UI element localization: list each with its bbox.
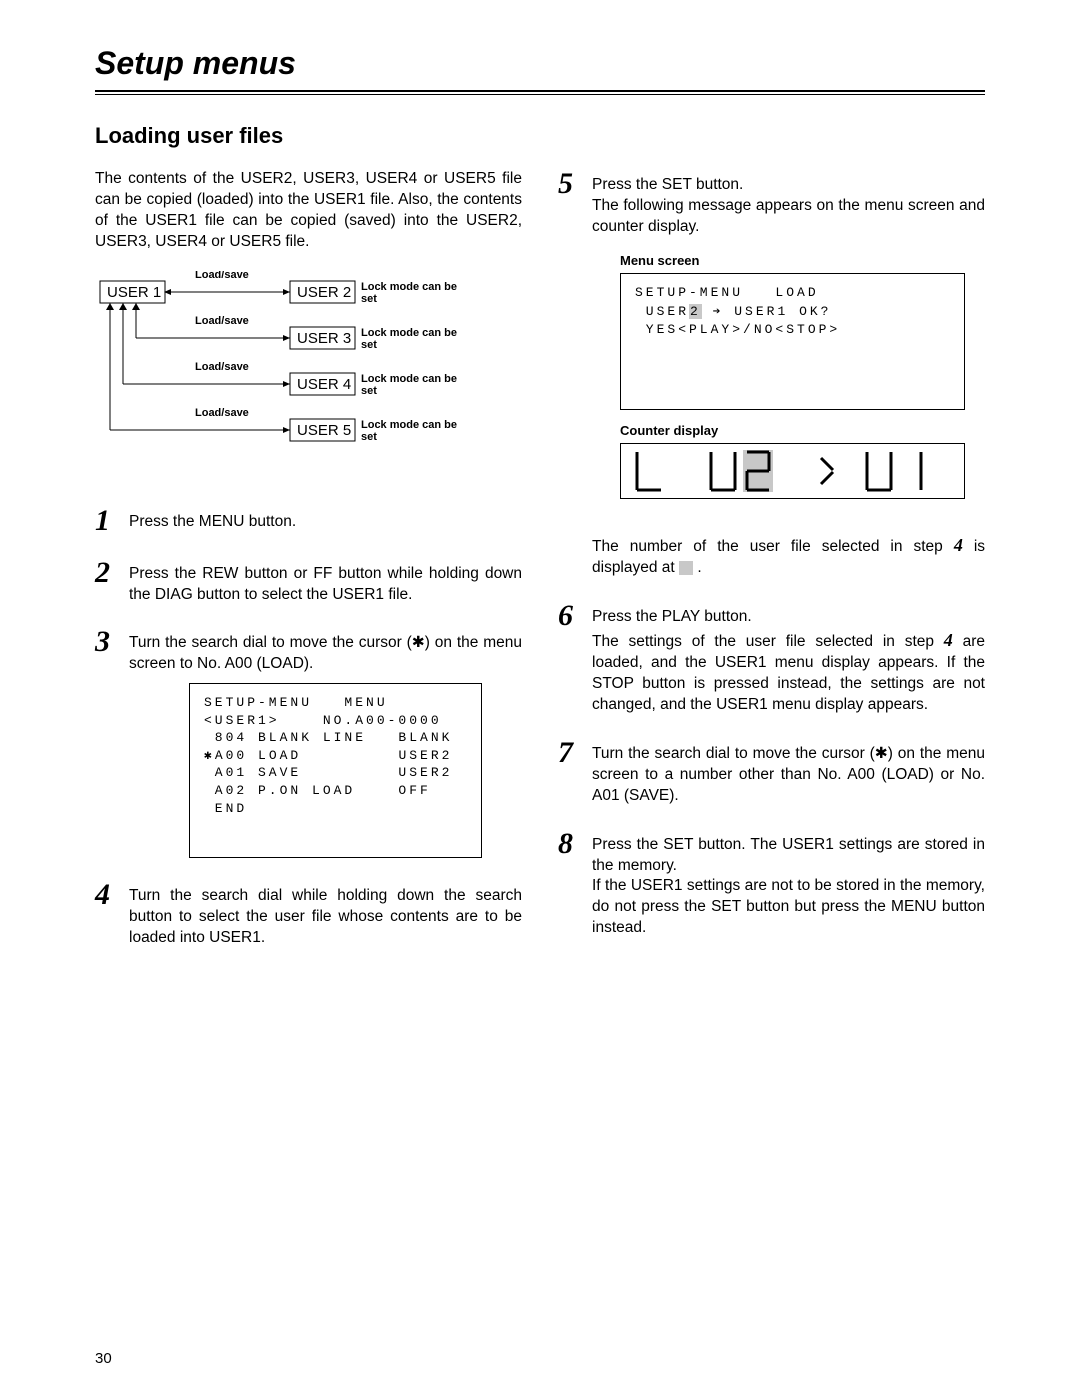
step-3-text: Turn the search dial to move the cursor …	[129, 633, 522, 675]
svg-text:set: set	[361, 385, 377, 397]
grey-square-icon	[679, 561, 693, 575]
right-column: 5 Press the SET button. The following me…	[558, 169, 985, 971]
step-num-1: 1	[95, 506, 119, 536]
svg-text:Lock mode can be: Lock mode can be	[361, 419, 457, 431]
svg-text:set: set	[361, 293, 377, 305]
diag-user3: USER 3	[297, 330, 351, 347]
diag-ls3: Load/save	[195, 361, 249, 373]
left-column: The contents of the USER2, USER3, USER4 …	[95, 169, 522, 971]
step-num-4: 4	[95, 880, 119, 949]
step-5a: Press the SET button.	[592, 176, 743, 193]
step-num-8: 8	[558, 829, 582, 940]
intro-paragraph: The contents of the USER2, USER3, USER4 …	[95, 169, 522, 253]
step-4-text: Turn the search dial while holding down …	[129, 880, 522, 949]
step-num-6: 6	[558, 601, 582, 716]
svg-text:Lock mode can be: Lock mode can be	[361, 373, 457, 385]
page-number: 30	[95, 1350, 112, 1367]
diag-ls4: Load/save	[195, 407, 249, 419]
diagram-svg: USER 1 USER 2 USER 3 USER 4 USER 5 Load/…	[95, 271, 515, 471]
diag-lock2a: Lock mode can be	[361, 281, 457, 293]
diag-user1: USER 1	[107, 284, 161, 301]
load-save-diagram: USER 1 USER 2 USER 3 USER 4 USER 5 Load/…	[95, 271, 522, 478]
diag-user4: USER 4	[297, 376, 351, 393]
step-7-text: Turn the search dial to move the cursor …	[592, 738, 985, 807]
step-1: 1 Press the MENU button.	[95, 506, 522, 536]
menu-screen-label: Menu screen	[620, 252, 985, 270]
step-8: 8 Press the SET button. The USER1 settin…	[558, 829, 985, 940]
step-num-3: 3	[95, 627, 119, 858]
step-6-body: Press the PLAY button. The settings of t…	[592, 601, 985, 716]
step-3-body: Turn the search dial to move the cursor …	[129, 627, 522, 858]
svg-text:set: set	[361, 431, 377, 443]
page-title: Setup menus	[95, 45, 985, 82]
step-5-body: Press the SET button. The following mess…	[592, 169, 985, 511]
svg-text:set: set	[361, 339, 377, 351]
step-5b: The following message appears on the men…	[592, 197, 985, 235]
title-rule	[95, 90, 985, 95]
step-2-text: Press the REW button or FF button while …	[129, 558, 522, 606]
load-menu-box: SETUP-MENU LOAD USER2 ➔ USER1 OK? YES<PL…	[620, 273, 965, 410]
svg-text:Lock mode can be: Lock mode can be	[361, 327, 457, 339]
seven-seg-svg	[621, 444, 964, 498]
step-3: 3 Turn the search dial to move the curso…	[95, 627, 522, 858]
step-2: 2 Press the REW button or FF button whil…	[95, 558, 522, 606]
step-7: 7 Turn the search dial to move the curso…	[558, 738, 985, 807]
diag-user2: USER 2	[297, 284, 351, 301]
step-4: 4 Turn the search dial while holding dow…	[95, 880, 522, 949]
counter-display	[620, 443, 965, 499]
step-num-5: 5	[558, 169, 582, 511]
counter-display-label: Counter display	[620, 422, 985, 440]
step-1-text: Press the MENU button.	[129, 506, 522, 536]
step-8-body: Press the SET button. The USER1 settings…	[592, 829, 985, 940]
diag-user5: USER 5	[297, 422, 351, 439]
step-6: 6 Press the PLAY button. The settings of…	[558, 601, 985, 716]
step-5-note: The number of the user file selected in …	[592, 533, 985, 579]
diag-ls1: Load/save	[195, 271, 249, 281]
step-num-7: 7	[558, 738, 582, 807]
step-5: 5 Press the SET button. The following me…	[558, 169, 985, 511]
diag-ls2: Load/save	[195, 315, 249, 327]
content-columns: The contents of the USER2, USER3, USER4 …	[95, 169, 985, 971]
setup-menu-box: SETUP-MENU MENU <USER1> NO.A00-0000 804 …	[189, 683, 482, 858]
section-title: Loading user files	[95, 123, 985, 149]
step-num-2: 2	[95, 558, 119, 606]
